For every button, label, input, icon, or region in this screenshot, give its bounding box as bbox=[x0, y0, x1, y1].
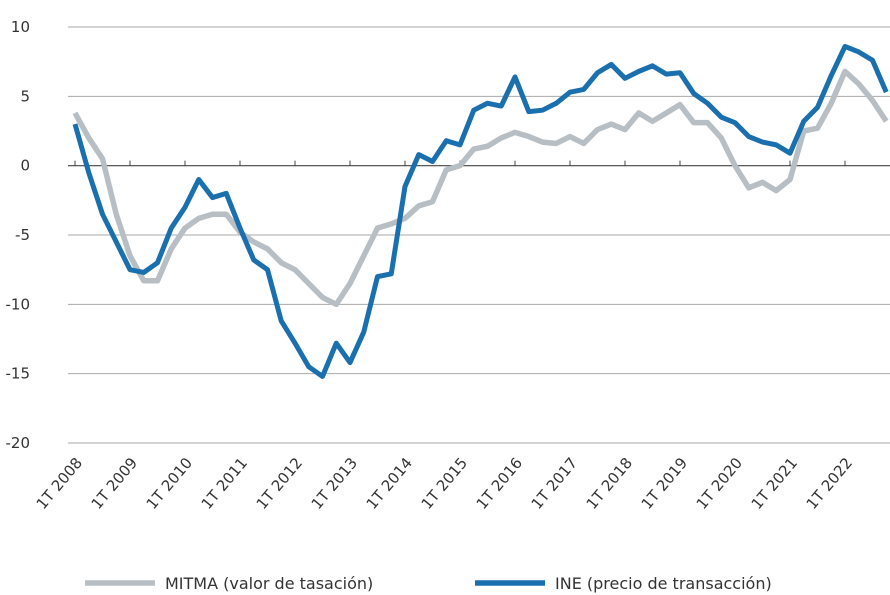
x-tick-label: 1T 2014 bbox=[363, 454, 416, 513]
y-tick-label: 5 bbox=[20, 87, 30, 105]
series-line bbox=[72, 43, 889, 379]
x-tick-label: 1T 2021 bbox=[748, 454, 801, 513]
legend-label: INE (precio de transacción) bbox=[555, 574, 772, 593]
y-tick-label: -5 bbox=[15, 226, 30, 244]
x-tick-label: 1T 2022 bbox=[803, 454, 856, 513]
y-tick-label: -20 bbox=[6, 434, 31, 452]
y-tick-label: -10 bbox=[6, 295, 31, 313]
x-tick-label: 1T 2019 bbox=[638, 454, 691, 513]
x-tick-label: 1T 2012 bbox=[253, 454, 306, 513]
x-tick-label: 1T 2016 bbox=[473, 454, 526, 513]
legend: MITMA (valor de tasación) INE (precio de … bbox=[85, 574, 772, 593]
x-tick-label: 1T 2008 bbox=[33, 454, 86, 513]
y-tick-label: 0 bbox=[20, 157, 30, 175]
y-tick-label: 10 bbox=[11, 18, 30, 36]
x-tick-label: 1T 2011 bbox=[198, 454, 251, 513]
series-line bbox=[72, 68, 889, 308]
x-tick-label: 1T 2017 bbox=[528, 454, 581, 513]
x-tick-label: 1T 2010 bbox=[143, 454, 196, 513]
x-tick-label: 1T 2018 bbox=[583, 454, 636, 513]
y-tick-label: -15 bbox=[6, 365, 31, 383]
legend-label: MITMA (valor de tasación) bbox=[165, 574, 373, 593]
x-tick-label: 1T 2015 bbox=[418, 454, 471, 513]
x-tick-label: 1T 2013 bbox=[308, 454, 361, 513]
x-tick-label: 1T 2009 bbox=[88, 454, 141, 513]
x-tick-label: 1T 2020 bbox=[693, 454, 746, 513]
